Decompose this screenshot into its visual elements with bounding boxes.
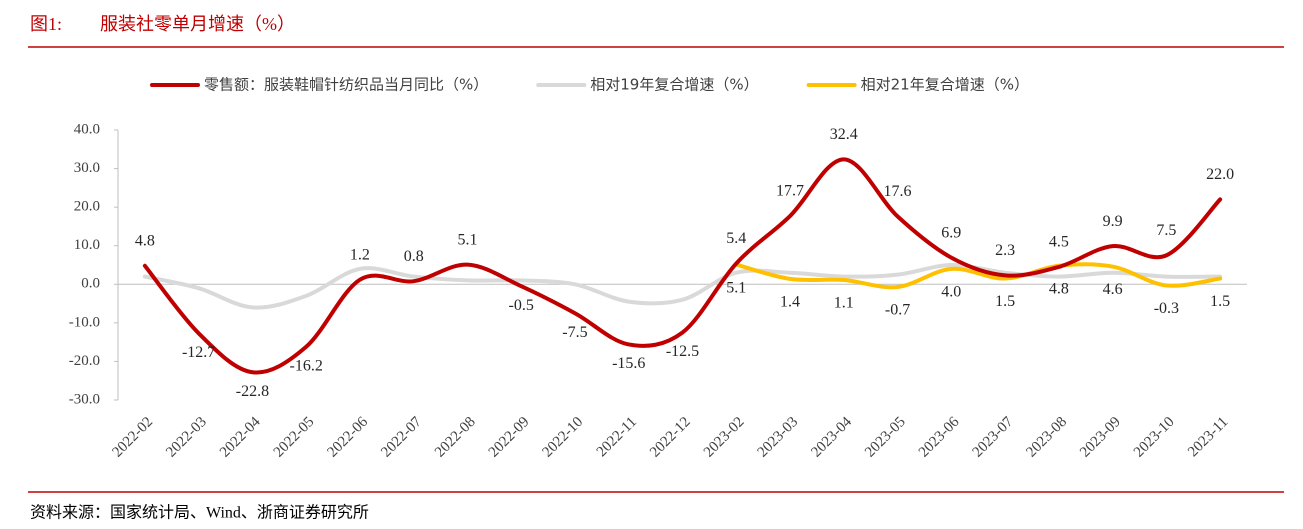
x-tick-label: 2023-07 bbox=[970, 414, 1017, 461]
data-label: 32.4 bbox=[830, 126, 858, 143]
y-tick-label: -20.0 bbox=[69, 353, 100, 369]
data-label: 4.8 bbox=[135, 232, 155, 249]
y-tick-label: 20.0 bbox=[74, 199, 100, 215]
x-tick-label: 2023-10 bbox=[1131, 414, 1178, 461]
data-label: -12.7 bbox=[182, 344, 215, 361]
x-tick-label: 2023-11 bbox=[1185, 414, 1231, 460]
data-label: 17.7 bbox=[776, 183, 804, 200]
data-label: 2.3 bbox=[995, 242, 1015, 259]
source: 资料来源：国家统计局、Wind、浙商证券研究所 bbox=[30, 504, 369, 522]
data-label: -15.6 bbox=[612, 355, 645, 372]
x-tick-label: 2023-03 bbox=[755, 414, 802, 461]
data-label: -16.2 bbox=[290, 357, 323, 374]
y-tick-label: 0.0 bbox=[81, 276, 100, 292]
x-tick-label: 2023-05 bbox=[862, 414, 909, 461]
y-tick-label: 30.0 bbox=[74, 160, 100, 176]
x-tick-label: 2022-06 bbox=[325, 414, 372, 461]
y-tick-label: 40.0 bbox=[74, 121, 100, 137]
data-label: 6.9 bbox=[941, 224, 961, 241]
data-label: 22.0 bbox=[1206, 166, 1234, 183]
data-label: 0.8 bbox=[404, 248, 424, 265]
x-tick-label: 2022-08 bbox=[432, 414, 479, 461]
series-line bbox=[142, 157, 1223, 375]
data-label: -22.8 bbox=[236, 383, 269, 400]
x-tick-label: 2022-04 bbox=[217, 414, 264, 461]
legend-label: 零售额：服装鞋帽针纺织品当月同比（%） bbox=[204, 76, 488, 94]
y-tick-label: 10.0 bbox=[74, 237, 100, 253]
data-label: 1.4 bbox=[780, 294, 800, 311]
data-label: -7.5 bbox=[562, 324, 587, 341]
y-tick-label: -10.0 bbox=[69, 314, 100, 330]
data-label: 1.1 bbox=[834, 295, 854, 312]
data-label: -12.5 bbox=[666, 343, 699, 360]
data-label: 17.6 bbox=[884, 183, 912, 200]
series-line bbox=[734, 262, 1223, 290]
x-tick-label: 2023-06 bbox=[916, 414, 963, 461]
data-label: 4.6 bbox=[1103, 281, 1123, 298]
x-tick-label: 2023-09 bbox=[1077, 414, 1124, 461]
x-tick-label: 2022-07 bbox=[378, 414, 425, 461]
figure-label: 图1: bbox=[30, 14, 62, 34]
x-tick-label: 2022-11 bbox=[594, 414, 640, 460]
data-label: -0.3 bbox=[1154, 300, 1179, 317]
data-label: 5.4 bbox=[726, 230, 746, 247]
data-label: -0.5 bbox=[509, 297, 534, 314]
data-label: 1.2 bbox=[350, 246, 370, 263]
x-tick-label: 2022-03 bbox=[163, 414, 210, 461]
x-tick-label: 2022-09 bbox=[486, 414, 533, 461]
x-tick-label: 2023-04 bbox=[808, 414, 855, 461]
data-label: 4.5 bbox=[1049, 234, 1069, 251]
x-tick-label: 2022-10 bbox=[540, 414, 587, 461]
data-label: 4.8 bbox=[1049, 280, 1069, 297]
data-label: 9.9 bbox=[1103, 213, 1123, 230]
legend-label: 相对19年复合增速（%） bbox=[590, 76, 758, 94]
x-tick-label: 2022-05 bbox=[271, 414, 318, 461]
data-label: 5.1 bbox=[457, 231, 477, 248]
data-label: -0.7 bbox=[885, 302, 910, 319]
x-tick-label: 2023-08 bbox=[1023, 414, 1070, 461]
x-tick-label: 2022-02 bbox=[109, 414, 156, 461]
legend-label: 相对21年复合增速（%） bbox=[861, 76, 1029, 94]
x-tick-label: 2023-02 bbox=[701, 414, 748, 461]
y-tick-label: -30.0 bbox=[69, 391, 100, 407]
data-label: 1.5 bbox=[1210, 293, 1230, 310]
data-label: 7.5 bbox=[1156, 222, 1176, 239]
data-label: 4.0 bbox=[941, 284, 961, 301]
series-line bbox=[142, 262, 1223, 310]
chart-title: 服装社零单月增速（%） bbox=[100, 14, 295, 34]
data-label: 1.5 bbox=[995, 293, 1015, 310]
x-tick-label: 2022-12 bbox=[647, 414, 694, 461]
data-label: 5.1 bbox=[726, 279, 746, 296]
